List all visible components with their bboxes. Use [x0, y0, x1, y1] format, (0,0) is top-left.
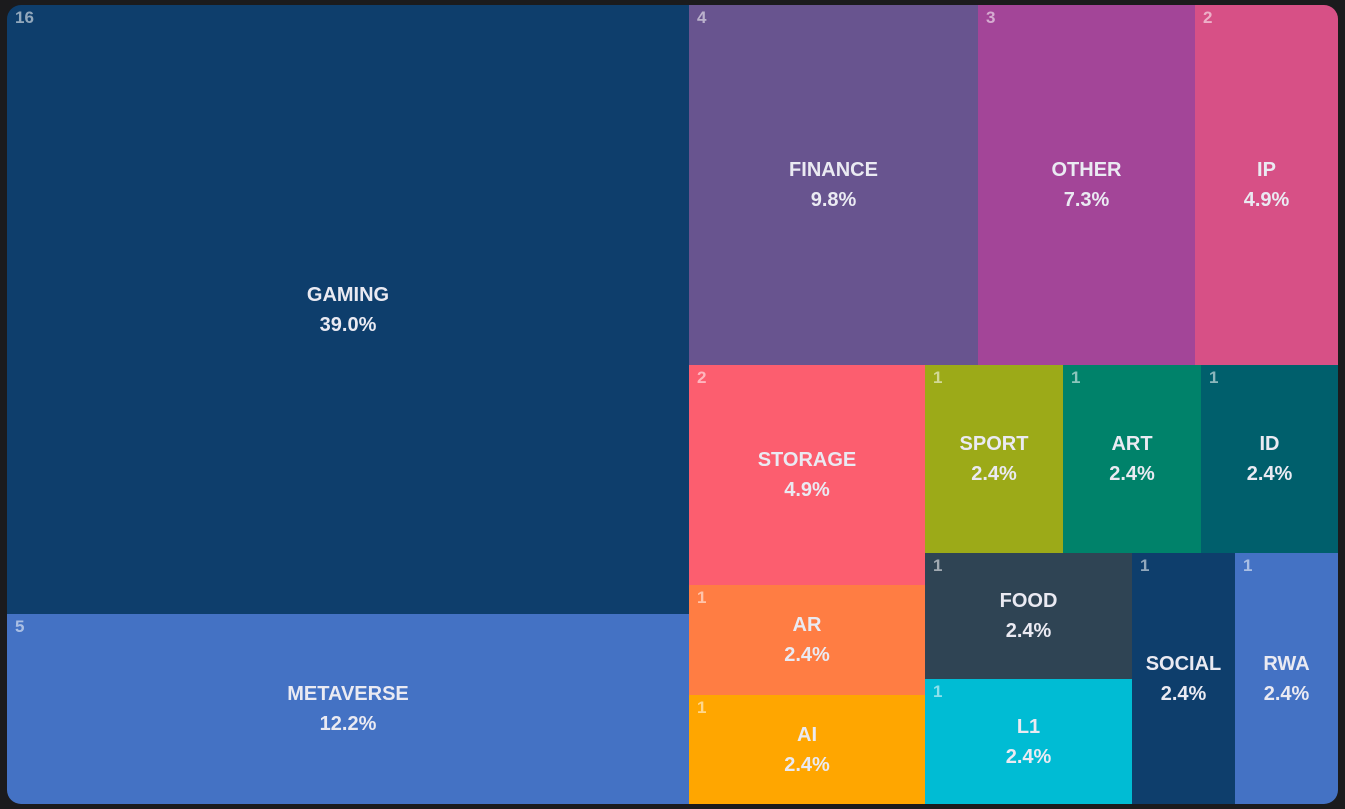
cell-label-group-l1: L1 2.4%: [925, 712, 1132, 772]
cell-count-other: 3: [986, 8, 996, 27]
cell-percent-finance: 9.8%: [810, 189, 857, 211]
treemap-cell-finance[interactable]: 4 FINANCE 9.8%: [689, 5, 978, 365]
cell-name-finance: FINANCE: [789, 159, 878, 181]
cell-count-rwa: 1: [1243, 556, 1253, 575]
cell-count-l1: 1: [933, 682, 943, 701]
treemap-cell-l1[interactable]: 1 L1 2.4%: [925, 679, 1132, 804]
cell-count-ai: 1: [697, 698, 707, 717]
cell-count-art: 1: [1071, 368, 1081, 387]
treemap-cell-other[interactable]: 3 OTHER 7.3%: [978, 5, 1195, 365]
treemap-cell-storage[interactable]: 2 STORAGE 4.9%: [689, 365, 925, 585]
cell-percent-ai: 2.4%: [784, 753, 830, 776]
cell-label-group-finance: FINANCE 9.8%: [689, 155, 978, 215]
cell-name-social: SOCIAL: [1145, 652, 1222, 675]
cell-percent-rwa: 2.4%: [1263, 682, 1310, 705]
cell-percent-other: 7.3%: [1063, 189, 1110, 211]
cell-count-food: 1: [933, 556, 943, 575]
cell-percent-sport: 2.4%: [971, 463, 1017, 485]
treemap-cell-rwa[interactable]: 1 RWA 2.4%: [1235, 553, 1338, 804]
cell-label-group-id: ID 2.4%: [1201, 429, 1338, 489]
cell-name-gaming: GAMING: [306, 283, 390, 306]
cell-name-art: ART: [1111, 433, 1153, 455]
cell-percent-ar: 2.4%: [784, 644, 830, 666]
cell-name-storage: STORAGE: [757, 449, 857, 471]
cell-count-ip: 2: [1203, 8, 1213, 27]
cell-count-gaming: 16: [15, 8, 34, 27]
cell-label-group-ip: IP 4.9%: [1195, 155, 1338, 215]
cell-count-storage: 2: [697, 368, 707, 387]
treemap-cell-ar[interactable]: 1 AR 2.4%: [689, 585, 925, 695]
cell-count-social: 1: [1140, 556, 1150, 575]
cell-name-rwa: RWA: [1263, 652, 1310, 675]
treemap-cell-social[interactable]: 1 SOCIAL 2.4%: [1132, 553, 1235, 804]
cell-label-group-ar: AR 2.4%: [689, 610, 925, 670]
cell-name-food: FOOD: [999, 590, 1058, 612]
treemap-cell-metaverse[interactable]: 5 METAVERSE 12.2%: [7, 614, 689, 804]
cell-label-group-other: OTHER 7.3%: [978, 155, 1195, 215]
cell-percent-art: 2.4%: [1109, 463, 1155, 485]
treemap-chart: 16 GAMING 39.0% 5 METAVERSE 12.2% 4 FINANCE 9.8%…: [7, 5, 1338, 804]
cell-name-sport: SPORT: [959, 433, 1029, 455]
cell-label-group-ai: AI 2.4%: [689, 720, 925, 780]
cell-label-group-social: SOCIAL 2.4%: [1132, 649, 1235, 709]
cell-name-ip: IP: [1257, 159, 1276, 181]
cell-name-ar: AR: [792, 614, 822, 636]
cell-percent-metaverse: 12.2%: [319, 713, 377, 735]
cell-count-sport: 1: [933, 368, 943, 387]
cell-label-group-storage: STORAGE 4.9%: [689, 445, 925, 505]
cell-name-id: ID: [1259, 433, 1280, 455]
cell-label-group-metaverse: METAVERSE 12.2%: [7, 679, 689, 739]
cell-label-group-gaming: GAMING 39.0%: [7, 280, 689, 340]
cell-percent-ip: 4.9%: [1243, 189, 1290, 211]
cell-label-group-food: FOOD 2.4%: [925, 586, 1132, 646]
cell-percent-id: 2.4%: [1246, 463, 1293, 485]
treemap-cell-ip[interactable]: 2 IP 4.9%: [1195, 5, 1338, 365]
cell-name-metaverse: METAVERSE: [287, 683, 409, 705]
cell-percent-storage: 4.9%: [784, 479, 830, 501]
cell-label-group-rwa: RWA 2.4%: [1235, 649, 1338, 709]
treemap-cell-id[interactable]: 1 ID 2.4%: [1201, 365, 1338, 553]
cell-label-group-art: ART 2.4%: [1063, 429, 1201, 489]
cell-count-id: 1: [1209, 368, 1219, 387]
treemap-cell-art[interactable]: 1 ART 2.4%: [1063, 365, 1201, 553]
cell-percent-gaming: 39.0%: [319, 313, 377, 336]
cell-percent-social: 2.4%: [1160, 682, 1207, 705]
treemap-cell-food[interactable]: 1 FOOD 2.4%: [925, 553, 1132, 679]
cell-percent-l1: 2.4%: [1005, 745, 1052, 768]
cell-name-ai: AI: [797, 723, 817, 746]
cell-count-metaverse: 5: [15, 617, 25, 636]
cell-name-other: OTHER: [1051, 159, 1122, 181]
cell-label-group-sport: SPORT 2.4%: [925, 429, 1063, 489]
cell-count-ar: 1: [697, 588, 707, 607]
treemap-cell-ai[interactable]: 1 AI 2.4%: [689, 695, 925, 804]
cell-percent-food: 2.4%: [1005, 620, 1052, 642]
treemap-cell-sport[interactable]: 1 SPORT 2.4%: [925, 365, 1063, 553]
cell-name-l1: L1: [1016, 715, 1041, 738]
cell-count-finance: 4: [697, 8, 707, 27]
treemap-cell-gaming[interactable]: 16 GAMING 39.0%: [7, 5, 689, 614]
